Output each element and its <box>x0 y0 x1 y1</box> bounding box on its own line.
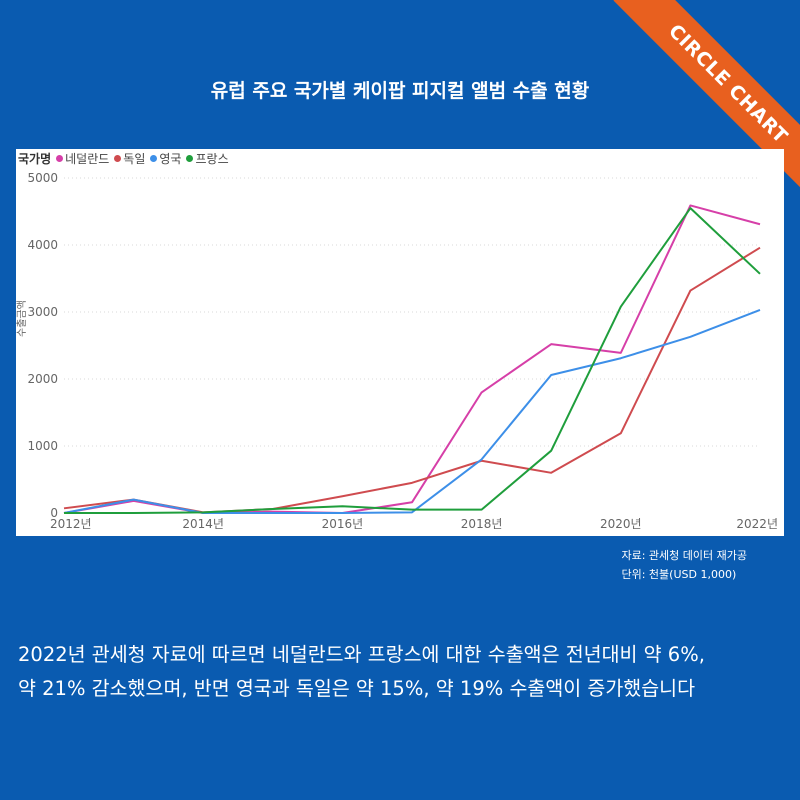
source-note: 자료: 관세청 데이터 재가공 단위: 천불(USD 1,000) <box>621 546 747 584</box>
description-line-2: 약 21% 감소했으며, 반면 영국과 독일은 약 15%, 약 19% 수출액… <box>18 677 696 700</box>
y-tick-label: 2000 <box>27 372 58 386</box>
x-tick-label: 2018년 <box>461 517 503 531</box>
series-line-프랑스 <box>64 207 761 514</box>
description-line-1: 2022년 관세청 자료에 따르면 네덜란드와 프랑스에 대한 수출액은 전년대… <box>18 643 705 666</box>
chart-panel: 0 1000 2000 3000 4000 5000 2012년 2014년 2016년 2018… <box>16 149 784 536</box>
x-tick-label: 2020년 <box>600 517 642 531</box>
y-tick-label: 0 <box>50 506 58 520</box>
source-line: 자료: 관세청 데이터 재가공 <box>621 549 747 562</box>
legend-dot-icon <box>56 155 64 162</box>
x-tick-label: 2012년 <box>50 517 92 531</box>
legend-label: 영국 <box>159 152 182 166</box>
series-line-네덜란드 <box>63 204 761 514</box>
x-tick-label: 2016년 <box>322 517 364 531</box>
chart-title: 유럽 주요 국가별 케이팝 피지컬 앨범 수출 현황 <box>210 80 590 102</box>
x-tick-label: 2014년 <box>182 517 224 531</box>
series-line-독일 <box>63 246 761 514</box>
line-chart: 0 1000 2000 3000 4000 5000 2012년 2014년 2016년 2018… <box>27 171 778 531</box>
y-tick-label: 3000 <box>27 305 58 319</box>
x-tick-label: 2022년 <box>736 517 778 531</box>
y-tick-label: 4000 <box>27 238 58 252</box>
legend-dot-icon <box>186 155 194 162</box>
description: 2022년 관세청 자료에 따르면 네덜란드와 프랑스에 대한 수출액은 전년대… <box>18 638 798 706</box>
unit-line: 단위: 천불(USD 1,000) <box>621 568 737 581</box>
legend-dot-icon <box>114 155 122 162</box>
legend-label: 네덜란드 <box>65 152 110 166</box>
y-axis-label: 수출금액 <box>17 300 28 337</box>
legend-title: 국가명 <box>18 152 52 166</box>
series-line-영국 <box>63 309 761 514</box>
legend-label: 프랑스 <box>195 152 229 166</box>
legend-item[interactable]: 네덜란드 <box>56 150 109 167</box>
chart-legend: 국가명 네덜란드 독일 영국 프랑스 <box>18 150 229 167</box>
y-tick-label: 1000 <box>27 439 58 453</box>
legend-dot-icon <box>150 155 158 162</box>
legend-item[interactable]: 프랑스 <box>186 150 229 167</box>
legend-item[interactable]: 독일 <box>114 150 145 167</box>
legend-item[interactable]: 영국 <box>150 150 181 167</box>
y-tick-label: 5000 <box>27 171 58 185</box>
legend-label: 독일 <box>123 152 146 166</box>
